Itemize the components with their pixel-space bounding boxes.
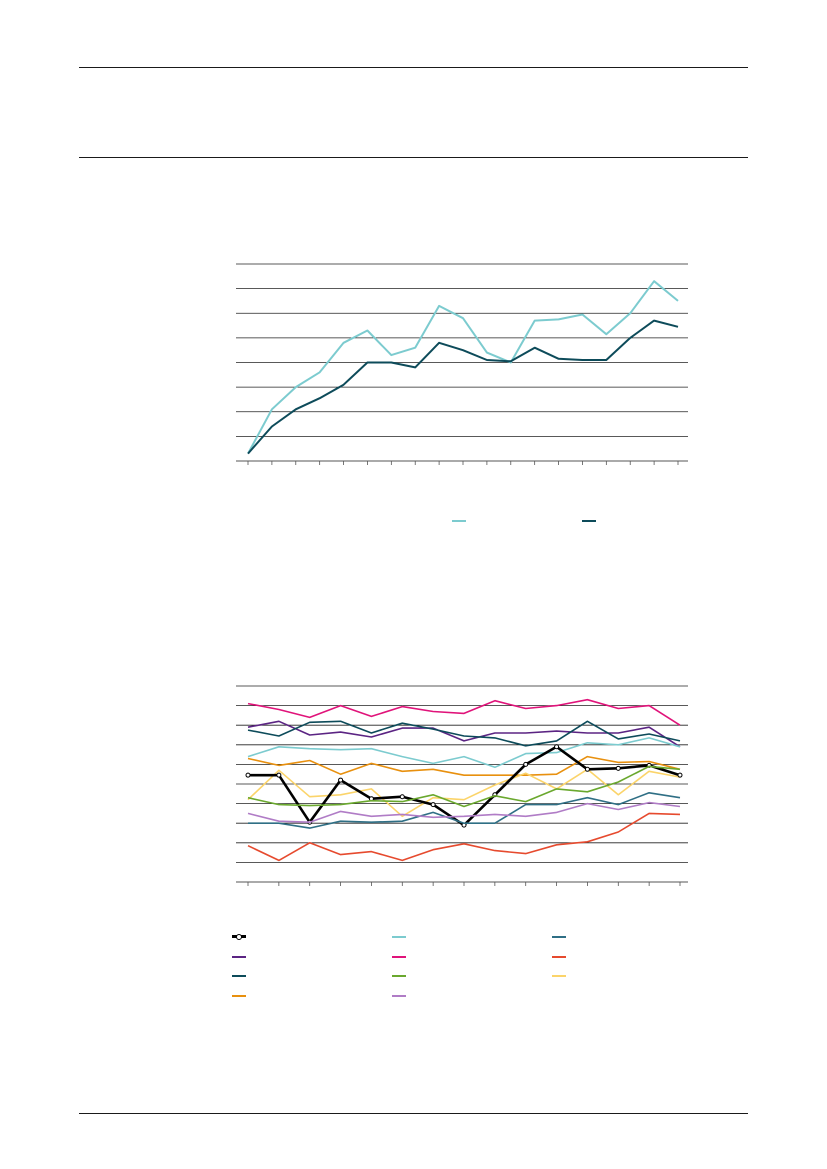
series-point (584, 766, 590, 772)
series-line-10 (247, 801, 681, 823)
series-line-4 (247, 737, 681, 769)
legend-marker (236, 934, 242, 940)
legend-swatch (392, 936, 406, 938)
series-line-9 (248, 792, 681, 829)
series-point (523, 761, 529, 767)
series-point (554, 744, 560, 750)
series-line-6 (247, 768, 681, 818)
header-bottom-rule (79, 157, 748, 158)
legend-swatch (552, 975, 566, 977)
series-point (276, 772, 282, 778)
legend-swatch (392, 994, 406, 997)
legend-swatch (582, 520, 596, 522)
legend-swatch (552, 955, 566, 958)
legend-swatch (232, 975, 246, 977)
legend-swatch (452, 520, 466, 522)
series-point (399, 794, 405, 800)
series-line-1 (247, 698, 681, 726)
legend-swatch (392, 955, 406, 958)
series-point (245, 772, 251, 778)
footer-rule (79, 1113, 748, 1114)
series-line-7 (248, 745, 681, 827)
line-chart-1 (236, 263, 688, 465)
legend-swatch (232, 994, 246, 997)
series-line-3 (247, 720, 681, 747)
series-point (430, 802, 436, 808)
legend-swatch (392, 975, 406, 977)
series-line-8 (247, 765, 681, 808)
series-line-1 (247, 280, 679, 455)
header-top-rule (79, 67, 748, 68)
series-point (615, 765, 621, 771)
series-line-2 (247, 319, 679, 455)
series-point (338, 777, 344, 783)
series-line-5 (247, 755, 681, 776)
line-chart-2 (236, 685, 688, 886)
series-point (677, 772, 683, 778)
series-line-11 (247, 812, 681, 862)
legend-swatch (552, 936, 566, 938)
legend-swatch (232, 955, 246, 958)
